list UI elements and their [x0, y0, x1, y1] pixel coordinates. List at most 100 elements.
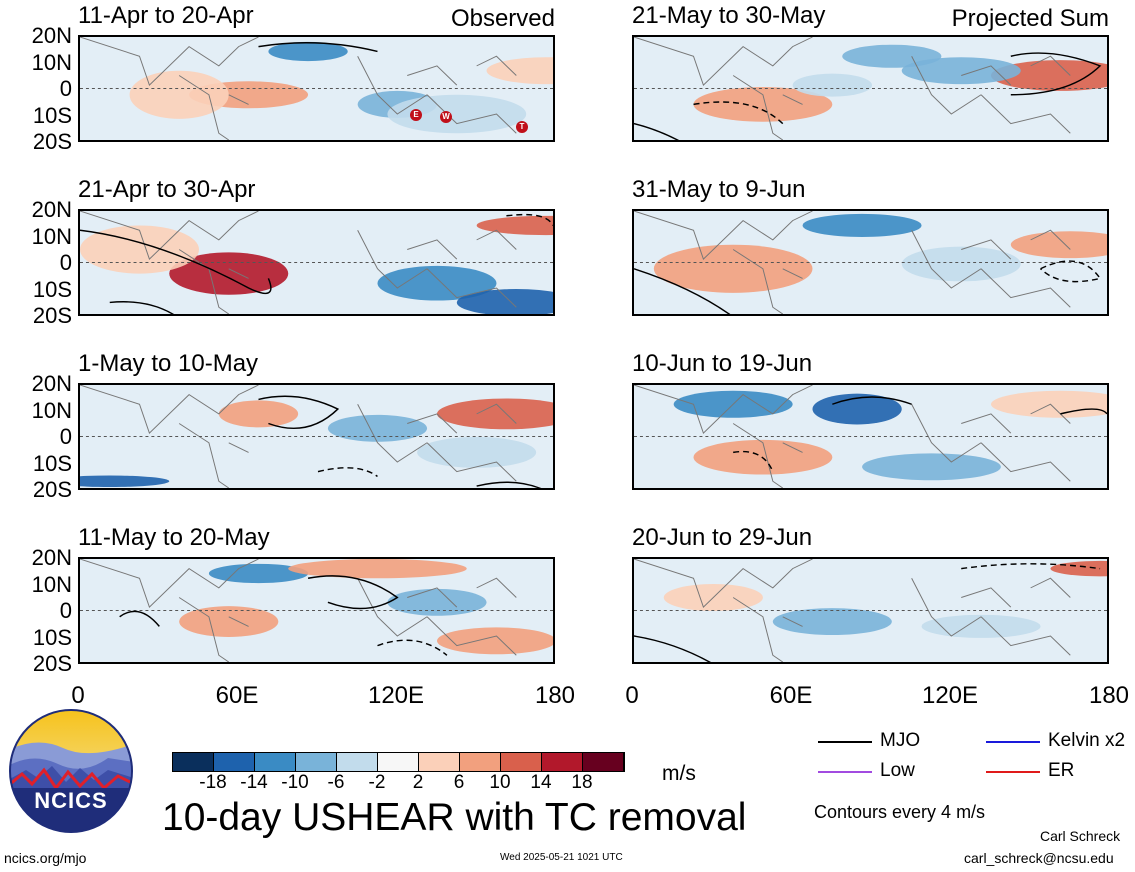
coastline — [634, 385, 1071, 488]
legend-line — [818, 771, 872, 773]
coastline — [634, 559, 1071, 662]
shear-anomaly-blob — [991, 60, 1107, 91]
legend-label: ER — [1048, 760, 1075, 781]
lon-label: 0 — [71, 682, 85, 709]
shear-anomaly-blob — [417, 436, 537, 468]
map-panel — [78, 383, 555, 490]
lat-label: 10S — [32, 102, 72, 128]
lat-label: 10N — [31, 49, 72, 75]
shear-anomaly-blob — [268, 41, 348, 62]
shear-anomaly-blob — [693, 87, 833, 122]
shear-anomaly-blob — [653, 244, 813, 293]
legend-label: MJO — [880, 730, 921, 751]
mjo-contour — [832, 396, 912, 405]
lat-label: 10N — [31, 571, 72, 597]
shear-anomaly-blob — [772, 608, 892, 636]
logo-text: NCICS — [34, 788, 108, 813]
shear-anomaly-blob — [921, 614, 1041, 638]
panel-title: 11-Apr to 20-Apr — [78, 2, 254, 29]
lon-label: 180 — [1088, 682, 1130, 709]
colorbar-swatch — [460, 753, 501, 771]
shear-anomaly-blob — [80, 225, 199, 274]
shear-anomaly-blob — [792, 73, 872, 97]
lon-label: 180 — [534, 682, 576, 709]
shear-anomaly-blob — [901, 57, 1021, 85]
lat-label: 10S — [32, 276, 72, 302]
lat-label: 20N — [31, 545, 72, 570]
shear-anomaly-blob — [169, 252, 289, 295]
legend-line — [986, 741, 1040, 743]
lon-label: 120E — [367, 682, 425, 709]
legend-line — [986, 771, 1040, 773]
contour-note: Contours every 4 m/s — [814, 802, 986, 822]
legend-label: Low — [880, 760, 915, 781]
shear-anomaly-blob — [288, 559, 467, 579]
panel-title: 21-Apr to 30-Apr — [78, 176, 256, 203]
colorbar-tick-label: -18 — [199, 772, 227, 793]
lat-label: 10N — [31, 223, 72, 249]
map-panel — [78, 35, 555, 142]
colorbar-swatch — [378, 753, 419, 771]
mjo-contour — [693, 101, 784, 125]
map-panel — [78, 209, 555, 316]
panel-title: 10-Jun to 19-Jun — [632, 350, 813, 377]
colorbar-tick-label: 6 — [453, 772, 465, 793]
colorbar-tick-label: 14 — [530, 772, 552, 793]
main-title: 10-day USHEAR with TC removal — [162, 796, 747, 839]
coastline — [80, 385, 517, 488]
mjo-contour — [1060, 408, 1107, 415]
shear-anomaly-blob — [802, 213, 922, 237]
shear-anomaly-blob — [436, 627, 553, 655]
colorbar-tick-label: 10 — [489, 772, 511, 793]
lat-label: 0 — [59, 250, 72, 275]
mjo-contour — [733, 450, 774, 472]
legend-line — [818, 741, 872, 743]
colorbar-swatch — [173, 753, 214, 771]
colorbar-tick-label: -6 — [327, 772, 345, 793]
mjo-contour — [634, 635, 711, 662]
lon-label: 0 — [625, 682, 639, 709]
mjo-contour — [307, 575, 399, 610]
mjo-contour — [80, 229, 272, 295]
lat-label: 10N — [31, 397, 72, 423]
shear-anomaly-blob — [437, 398, 553, 430]
shear-anomaly-blob — [901, 246, 1021, 282]
footer-timestamp: Wed 2025-05-21 1021 UTC — [500, 852, 623, 863]
colorbar-swatch — [337, 753, 378, 771]
footer-email[interactable]: carl_schreck@ncsu.edu — [964, 850, 1114, 866]
panel-title: 20-Jun to 29-Jun — [632, 524, 813, 551]
mjo-contour — [258, 395, 340, 430]
map-panel — [632, 557, 1109, 664]
panel-title: 11-May to 20-May — [78, 524, 270, 551]
mjo-contour — [476, 481, 542, 488]
footer-url[interactable]: ncics.org/mjo — [4, 850, 87, 866]
shear-anomaly-blob — [456, 288, 553, 314]
panel-title: 31-May to 9-Jun — [632, 176, 806, 203]
colorbar-swatch — [583, 753, 624, 771]
colorbar-swatch — [214, 753, 255, 771]
lat-label: 20S — [32, 477, 72, 502]
lat-label: 0 — [59, 598, 72, 623]
footer-author: Carl Schreck — [1040, 828, 1121, 844]
colorbar — [172, 752, 625, 772]
shear-anomaly-blob — [862, 453, 1001, 481]
shear-anomaly-blob — [129, 70, 229, 119]
mjo-contour — [119, 610, 160, 627]
map-panel — [632, 209, 1109, 316]
legend-label: Kelvin x2 — [1048, 730, 1126, 751]
mjo-contour — [634, 268, 731, 314]
panel-corner-label: Projected Sum — [951, 5, 1109, 32]
map-panel — [632, 35, 1109, 142]
mjo-contour — [109, 301, 174, 314]
lat-label: 20N — [31, 371, 72, 396]
lon-label: 60E — [215, 682, 259, 709]
lat-label: 20N — [31, 197, 72, 222]
panel-title: 21-May to 30-May — [632, 2, 826, 29]
shear-anomaly-blob — [218, 400, 299, 428]
shear-anomaly-blob — [208, 563, 309, 584]
lat-label: 10S — [32, 450, 72, 476]
coastline — [634, 211, 1071, 314]
colorbar-units: m/s — [662, 762, 696, 785]
mjo-contour — [506, 213, 553, 226]
colorbar-tick-label: -2 — [368, 772, 386, 793]
